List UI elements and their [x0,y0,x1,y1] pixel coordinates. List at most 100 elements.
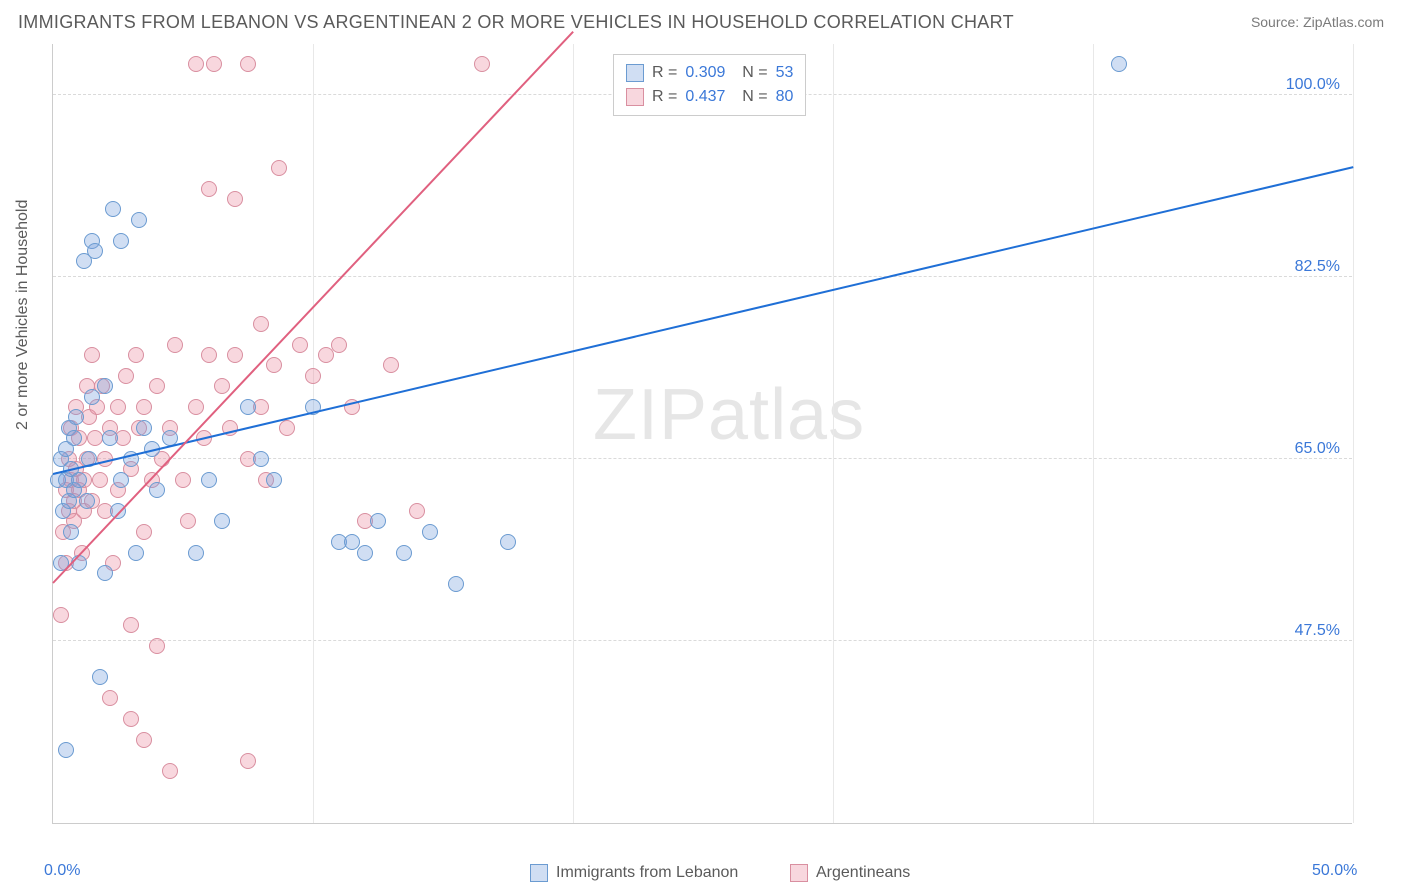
grid-line-h [53,640,1352,641]
scatter-point [1111,56,1127,72]
scatter-point [240,753,256,769]
scatter-point [128,545,144,561]
scatter-point [383,357,399,373]
scatter-point [53,607,69,623]
scatter-point [201,181,217,197]
scatter-point [105,201,121,217]
scatter-point [180,513,196,529]
legend-n-label: N = [733,61,767,85]
scatter-point [305,368,321,384]
y-tick-label: 65.0% [1295,440,1340,458]
legend-r-value: 0.437 [685,85,725,109]
scatter-point [118,368,134,384]
scatter-point [149,378,165,394]
scatter-point [167,337,183,353]
legend-series-label: Argentineans [816,864,910,882]
scatter-point [102,690,118,706]
scatter-point [87,430,103,446]
scatter-point [92,472,108,488]
legend-series-label: Immigrants from Lebanon [556,864,738,882]
scatter-point [71,472,87,488]
scatter-point [188,399,204,415]
grid-line-h [53,276,1352,277]
scatter-point [240,56,256,72]
scatter-point [253,316,269,332]
y-axis-label: 2 or more Vehicles in Household [14,200,32,430]
scatter-point [206,56,222,72]
scatter-point [396,545,412,561]
y-tick-label: 82.5% [1295,258,1340,276]
scatter-point [58,742,74,758]
scatter-point [97,378,113,394]
scatter-point [240,399,256,415]
source-label: Source: ZipAtlas.com [1251,14,1384,30]
scatter-point [149,482,165,498]
scatter-point [266,357,282,373]
legend-swatch [626,64,644,82]
y-tick-label: 47.5% [1295,622,1340,640]
legend-n-label: N = [733,85,767,109]
scatter-point [136,420,152,436]
grid-line-v [1353,44,1354,823]
legend-swatch [530,864,548,882]
legend-row: R = 0.437 N = 80 [626,85,793,109]
scatter-point [162,763,178,779]
legend-r-label: R = [652,61,677,85]
grid-line-v [833,44,834,823]
scatter-point [79,493,95,509]
scatter-point [279,420,295,436]
grid-line-v [1093,44,1094,823]
grid-line-v [573,44,574,823]
legend-row: R = 0.309 N = 53 [626,61,793,85]
chart-title: IMMIGRANTS FROM LEBANON VS ARGENTINEAN 2… [18,12,1014,33]
scatter-point [175,472,191,488]
scatter-point [188,56,204,72]
scatter-point [84,389,100,405]
scatter-point [113,472,129,488]
scatter-point [188,545,204,561]
scatter-point [201,472,217,488]
scatter-point [409,503,425,519]
scatter-point [136,524,152,540]
scatter-point [63,524,79,540]
scatter-point [357,545,373,561]
scatter-point [500,534,516,550]
legend-n-value: 80 [776,85,794,109]
scatter-point [84,347,100,363]
scatter-point [227,347,243,363]
scatter-point [123,617,139,633]
legend-swatch [790,864,808,882]
scatter-point [110,399,126,415]
legend-r-value: 0.309 [685,61,725,85]
legend-n-value: 53 [776,61,794,85]
scatter-point [253,451,269,467]
scatter-point [292,337,308,353]
scatter-point [370,513,386,529]
scatter-point [128,347,144,363]
legend-r-label: R = [652,85,677,109]
scatter-point [266,472,282,488]
trend-line [53,166,1353,475]
y-tick-label: 100.0% [1286,76,1340,94]
legend-series: Argentineans [790,864,910,882]
scatter-point [227,191,243,207]
scatter-point [123,711,139,727]
x-tick-label: 50.0% [1312,862,1357,880]
scatter-point [331,337,347,353]
x-tick-label: 0.0% [44,862,80,880]
scatter-point [214,378,230,394]
grid-line-v [313,44,314,823]
plot-area: ZIPatlas 47.5% 65.0% 82.5% 100.0% R = 0.309 N… [52,44,1352,824]
scatter-point [271,160,287,176]
scatter-point [422,524,438,540]
scatter-point [136,399,152,415]
scatter-point [214,513,230,529]
scatter-point [136,732,152,748]
watermark: ZIPatlas [593,374,865,456]
scatter-point [66,430,82,446]
legend-stats: R = 0.309 N = 53 R = 0.437 N = 80 [613,54,806,116]
legend-series: Immigrants from Lebanon [530,864,738,882]
scatter-point [131,212,147,228]
scatter-point [448,576,464,592]
scatter-point [149,638,165,654]
